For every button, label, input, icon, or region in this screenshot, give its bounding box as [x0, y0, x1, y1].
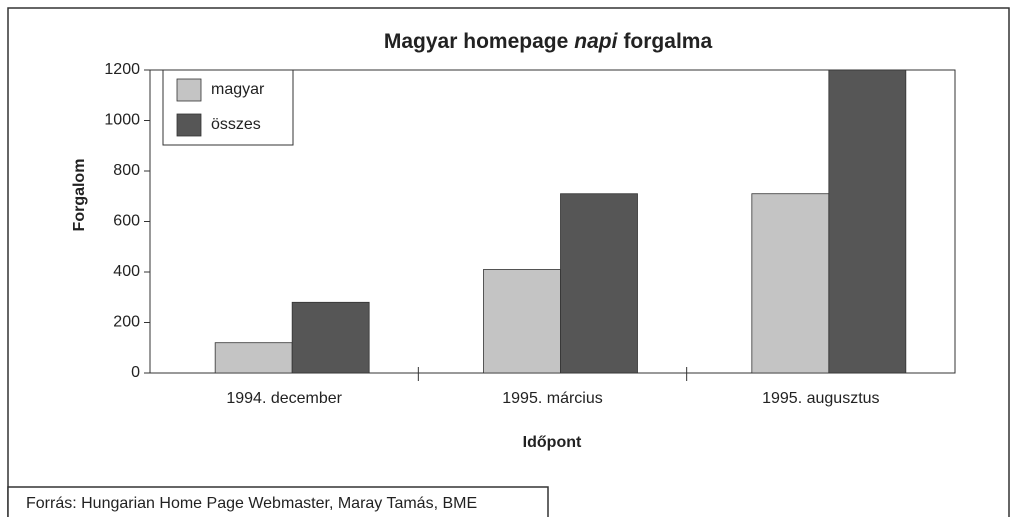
- bar: [828, 69, 907, 374]
- source: Forrás: Hungarian Home Page Webmaster, M…: [26, 495, 477, 512]
- bar: [214, 342, 293, 374]
- x-axis-label: Időpont: [523, 434, 582, 451]
- chart-title: Magyar homepage napi forgalma: [384, 30, 713, 53]
- y-axis-label: Forgalom: [71, 159, 88, 232]
- frame: [7, 7, 1010, 517]
- y-tick-label: 400: [113, 263, 140, 280]
- y-tick-label: 0: [131, 364, 140, 381]
- x-tick-label: 1995. március: [502, 390, 603, 407]
- title-part: napi: [574, 30, 618, 53]
- legend-swatch: [176, 78, 202, 102]
- y-tick-label: 1200: [104, 61, 140, 78]
- title-part: forgalma: [623, 30, 712, 53]
- source-box: [7, 486, 549, 517]
- title-part: Magyar homepage: [384, 30, 568, 53]
- bar: [751, 193, 830, 374]
- x-tick-label: 1994. december: [226, 390, 342, 407]
- bar: [483, 269, 561, 374]
- y-tick-label: 600: [113, 213, 140, 230]
- y-tick-label: 800: [113, 162, 140, 179]
- legend-label: magyar: [211, 81, 265, 98]
- bar: [560, 193, 638, 374]
- y-tick-label: 200: [113, 314, 140, 331]
- legend-swatch: [176, 113, 202, 137]
- bar: [291, 301, 370, 374]
- legend-label: összes: [211, 116, 261, 133]
- y-tick-label: 1000: [104, 112, 140, 129]
- x-tick-label: 1995. augusztus: [762, 390, 879, 407]
